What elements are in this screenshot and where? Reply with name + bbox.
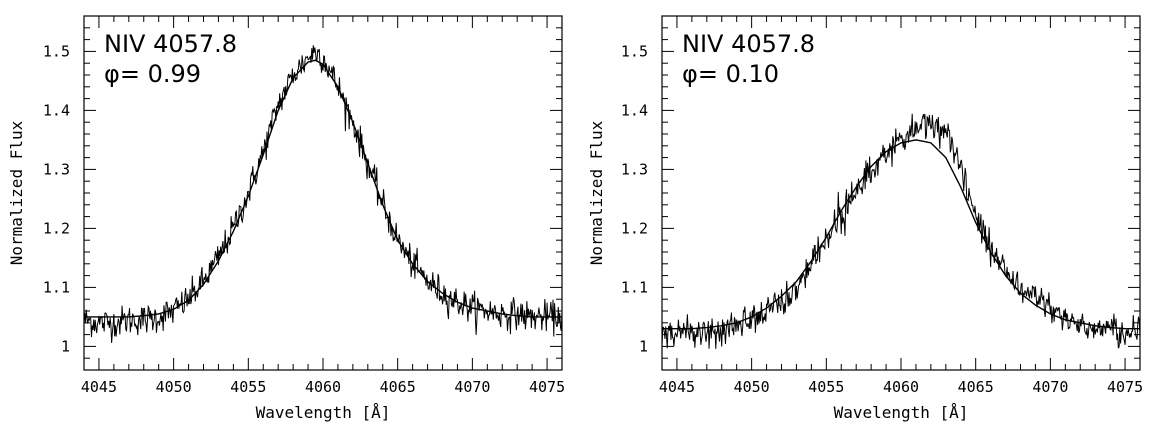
phase-annotation: φ= 0.10 <box>682 60 779 88</box>
panel-right: 4045 4050 4055 4060 4065 4070 4075 1 1.1 1.2 1.3 1.… <box>587 15 1143 422</box>
model-fit-line <box>662 139 1140 330</box>
y-tick-label: 1 <box>61 337 70 355</box>
x-tick-label: 4070 <box>454 378 490 396</box>
y-tick-label: 1.3 <box>43 160 70 178</box>
x-tick-label: 4050 <box>734 378 770 396</box>
y-tick-label: 1.4 <box>43 101 70 119</box>
x-tick-label: 4065 <box>958 378 994 396</box>
x-tick-label: 4045 <box>659 378 695 396</box>
y-tick-label: 1 <box>639 337 648 355</box>
line-id-annotation: NIV 4057.8 <box>682 30 815 58</box>
model-fit-line <box>84 59 562 318</box>
observed-spectrum <box>661 113 1141 349</box>
x-tick-label: 4075 <box>529 378 565 396</box>
observed-spectrum <box>83 45 563 343</box>
y-tick-label: 1.2 <box>621 219 648 237</box>
y-tick-label: 1.3 <box>621 160 648 178</box>
x-axis-label: Wavelength [Å] <box>256 403 391 422</box>
y-tick-label: 1.1 <box>43 278 70 296</box>
x-tick-label: 4050 <box>156 378 192 396</box>
y-tick-label: 1.4 <box>621 101 648 119</box>
y-tick-label: 1.5 <box>43 42 70 60</box>
phase-annotation: φ= 0.99 <box>104 60 201 88</box>
line-id-annotation: NIV 4057.8 <box>104 30 237 58</box>
x-tick-label: 4045 <box>81 378 117 396</box>
x-tick-label: 4075 <box>1107 378 1143 396</box>
x-axis-label: Wavelength [Å] <box>834 403 969 422</box>
y-tick-label: 1.5 <box>621 42 648 60</box>
y-tick-label: 1.1 <box>621 278 648 296</box>
y-axis-label: Normalized Flux <box>7 120 26 265</box>
y-tick-label: 1.2 <box>43 219 70 237</box>
x-tick-label: 4055 <box>808 378 844 396</box>
y-axis-label: Normalized Flux <box>587 120 606 265</box>
x-tick-label: 4070 <box>1032 378 1068 396</box>
x-tick-label: 4060 <box>883 378 919 396</box>
x-tick-label: 4055 <box>230 378 266 396</box>
x-tick-label: 4065 <box>380 378 416 396</box>
x-tick-label: 4060 <box>305 378 341 396</box>
panel-left: 4045 4050 4055 4060 4065 4070 4075 1 1.1 1.2 1.3 1.… <box>7 15 565 422</box>
